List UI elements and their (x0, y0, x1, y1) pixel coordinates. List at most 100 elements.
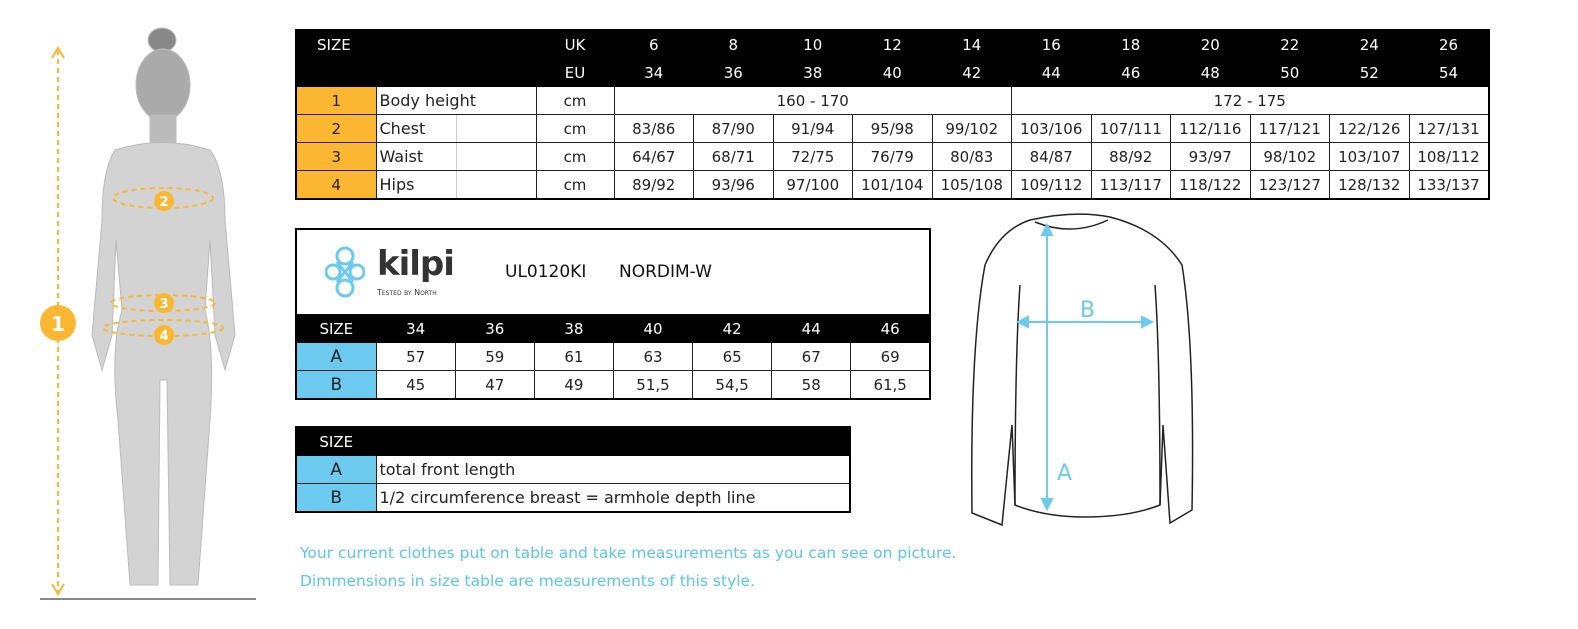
measurement-cell: 87/90 (693, 114, 774, 143)
measurement-cell: 49 (533, 370, 614, 400)
table-row: B 45 47 49 51,5 54,5 58 61,5 (295, 370, 931, 400)
eu-size: 34 (613, 58, 694, 87)
size: 38 (533, 314, 614, 343)
row-label: B (295, 370, 377, 400)
product-size-header: SIZE 34 36 38 40 42 44 46 (295, 314, 931, 343)
measurement-cell: 54,5 (692, 370, 773, 400)
measurement-cell: 97/100 (772, 170, 853, 200)
measurement-cell: 68/71 (693, 142, 774, 171)
size-header: SIZE (295, 426, 377, 456)
measurement-cell: 57 (375, 342, 456, 371)
uk-size: 18 (1090, 29, 1171, 59)
row-label: A (295, 455, 377, 484)
eu-label: EU (535, 58, 615, 87)
table-row: 2 Chest cm 83/86 87/90 91/94 95/98 99/102 103/10… (295, 114, 1489, 143)
eu-size: 44 (1011, 58, 1092, 87)
uk-size: 12 (852, 29, 933, 59)
eu-size: 38 (772, 58, 853, 87)
brand-tagline: Tested by North (377, 288, 437, 297)
eu-size: 52 (1329, 58, 1410, 87)
measurement-cell: 93/97 (1170, 142, 1251, 171)
measurement-cell: 98/102 (1249, 142, 1330, 171)
measurement-cell: 83/86 (613, 114, 694, 143)
measurement-cell: 133/137 (1408, 170, 1489, 200)
instruction-note: Dimmensions in size table are measuremen… (300, 572, 756, 590)
measurement-cell: 72/75 (772, 142, 853, 171)
measurement-cell: 117/121 (1249, 114, 1330, 143)
uk-size: 6 (613, 29, 694, 59)
measurement-cell: 113/117 (1090, 170, 1171, 200)
uk-row: SIZE UK 6 8 10 12 14 16 18 20 22 24 26 (295, 29, 1489, 59)
row-label: Waist (375, 142, 457, 171)
measurement-cell: 91/94 (772, 114, 853, 143)
instruction-note: Your current clothes put on table and ta… (300, 544, 957, 562)
height-range: 160 - 170 (613, 86, 1012, 115)
measurement-cell: 45 (375, 370, 456, 400)
uk-size: 8 (693, 29, 774, 59)
row-number: 2 (295, 114, 377, 143)
row-unit: cm (535, 86, 615, 115)
uk-size: 16 (1011, 29, 1092, 59)
uk-size: 10 (772, 29, 853, 59)
measurement-cell: 69 (850, 342, 931, 371)
marker-1: 1 (51, 312, 65, 336)
size: 34 (375, 314, 456, 343)
row-label: Chest (375, 114, 457, 143)
size-chart-table: SIZE UK 6 8 10 12 14 16 18 20 22 24 26 E… (295, 29, 1490, 200)
eu-size: 50 (1249, 58, 1330, 87)
row-number: 1 (295, 86, 377, 115)
brand-name: kilpi (377, 244, 455, 284)
eu-row: EU 34 36 38 40 42 44 46 48 50 52 54 (295, 58, 1489, 87)
measurement-cell: 84/87 (1011, 142, 1092, 171)
size-header: SIZE (295, 29, 377, 59)
size: 44 (771, 314, 852, 343)
row-unit: cm (535, 114, 615, 143)
measurement-cell: 67 (771, 342, 852, 371)
marker-b: B (1080, 298, 1095, 323)
row-label: B (295, 483, 377, 513)
measurement-cell: 93/96 (693, 170, 774, 200)
measurement-cell: 59 (454, 342, 535, 371)
uk-size: 22 (1249, 29, 1330, 59)
measurement-cell: 112/116 (1170, 114, 1251, 143)
measurement-cell: 95/98 (852, 114, 933, 143)
body-measurement-figure: 1 2 3 4 (40, 27, 256, 600)
measurement-cell: 51,5 (612, 370, 694, 400)
measurement-cell: 80/83 (931, 142, 1012, 171)
measurement-cell: 76/79 (852, 142, 933, 171)
eu-size: 54 (1408, 58, 1489, 87)
product-header: kilpi Tested by North UL0120KI NORDIM-W (295, 228, 931, 315)
measurement-cell: 107/111 (1090, 114, 1171, 143)
marker-a: A (1057, 461, 1072, 486)
size-header: SIZE (295, 314, 377, 343)
marker-3: 3 (159, 297, 168, 312)
row-label: Hips (375, 170, 457, 200)
kilpi-logo-icon (325, 246, 365, 298)
size: 36 (454, 314, 535, 343)
size: 42 (692, 314, 773, 343)
measurement-cell: 61 (533, 342, 614, 371)
shirt-diagram: B A (971, 213, 1194, 527)
measurement-cell: 47 (454, 370, 535, 400)
measurement-cell: 122/126 (1329, 114, 1410, 143)
measurement-legend-table: SIZE A total front length B 1/2 circumfe… (295, 426, 851, 513)
table-row: 4 Hips cm 89/92 93/96 97/100 101/104 105/108 109… (295, 170, 1489, 200)
measurement-cell: 64/67 (613, 142, 694, 171)
measurement-cell: 108/112 (1408, 142, 1489, 171)
measurement-cell: 101/104 (852, 170, 933, 200)
uk-label: UK (535, 29, 615, 59)
marker-2: 2 (159, 195, 168, 210)
eu-size: 36 (693, 58, 774, 87)
row-label: A (295, 342, 377, 371)
uk-size: 14 (931, 29, 1012, 59)
measurement-cell: 128/132 (1329, 170, 1410, 200)
uk-size: 24 (1329, 29, 1410, 59)
uk-size: 26 (1408, 29, 1489, 59)
table-row: 3 Waist cm 64/67 68/71 72/75 76/79 80/83 84/87 88… (295, 142, 1489, 171)
measurement-cell: 89/92 (613, 170, 694, 200)
eu-size: 42 (931, 58, 1012, 87)
measurement-cell: 105/108 (931, 170, 1012, 200)
measurement-cell: 63 (612, 342, 694, 371)
size: 40 (612, 314, 694, 343)
product-code: UL0120KI (505, 262, 587, 282)
